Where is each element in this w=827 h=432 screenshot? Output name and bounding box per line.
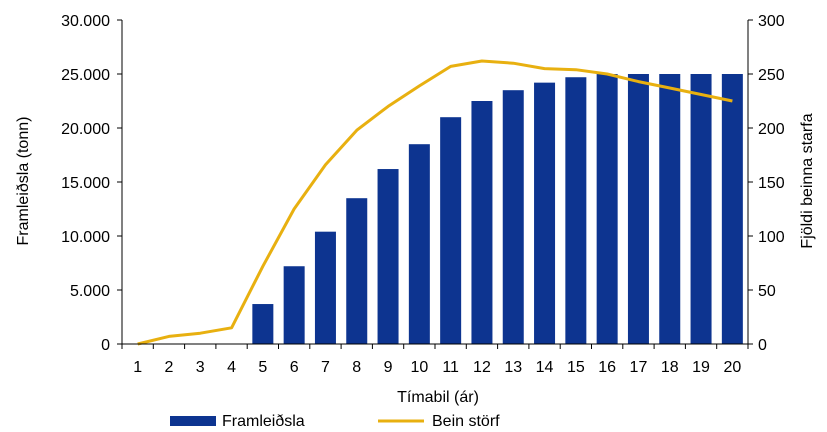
y-tick-label-right: 200 [758,121,785,138]
x-tick-label: 14 [536,359,554,376]
x-tick-label: 18 [661,359,679,376]
bar [283,266,305,344]
x-tick-label: 17 [630,359,648,376]
bar [502,90,524,344]
x-tick-label: 20 [723,359,741,376]
y-tick-label-right: 50 [758,283,776,300]
legend-label-bar: Framleiðsla [222,413,305,430]
x-tick-label: 1 [133,359,142,376]
bar [596,74,618,344]
legend: Framleiðsla Bein störf [170,413,500,430]
line-series [137,59,733,346]
x-tick-label: 4 [227,359,236,376]
bar [377,169,399,344]
y-axis-title-left: Framleiðsla (tonn) [15,117,32,246]
legend-swatch-bar [170,416,216,426]
bar [659,74,681,344]
x-tick-label: 10 [410,359,428,376]
x-tick-label: 7 [321,359,330,376]
bar [408,144,430,344]
bar [252,304,274,344]
x-tick-label: 15 [567,359,585,376]
bar [721,74,743,344]
y-tick-label-right: 150 [758,175,785,192]
x-tick-label: 6 [290,359,299,376]
bar [627,74,649,344]
y-tick-label-left: 5.000 [70,283,110,300]
y-tick-label-right: 300 [758,13,785,30]
y-axis-title-right: Fjöldi beinna starfa [799,113,816,248]
legend-label-line: Bein störf [432,413,500,430]
y-tick-label-left: 20.000 [61,121,110,138]
line-series-path [137,59,733,346]
x-tick-label: 9 [384,359,393,376]
bar [346,198,368,344]
bar [440,117,462,344]
y-tick-label-left: 0 [101,337,110,354]
x-tick-label: 11 [442,359,459,376]
axes [117,19,753,349]
bar-series [252,74,743,345]
bar [565,77,587,345]
bar [690,74,712,344]
y-tick-label-left: 30.000 [61,13,110,30]
y-tick-label-right: 250 [758,67,785,84]
x-tick-label: 8 [352,359,361,376]
x-tick-label: 13 [504,359,522,376]
y-tick-label-left: 25.000 [61,67,110,84]
bar [471,101,493,344]
bar [314,231,336,344]
x-tick-label: 16 [598,359,616,376]
x-tick-label: 3 [196,359,205,376]
y-tick-label-right: 100 [758,229,785,246]
bar [534,82,556,344]
x-tick-label: 12 [473,359,491,376]
x-axis-title: Tímabil (ár) [397,389,479,406]
y-tick-label-left: 10.000 [61,229,110,246]
tick-labels: 0 5.000 10.000 15.000 20.000 25.000 30.000 0 50 1… [61,13,785,376]
x-tick-label: 19 [692,359,710,376]
y-tick-label-right: 0 [758,337,767,354]
y-tick-label-left: 15.000 [61,175,110,192]
x-tick-label: 2 [164,359,173,376]
x-tick-label: 5 [258,359,267,376]
